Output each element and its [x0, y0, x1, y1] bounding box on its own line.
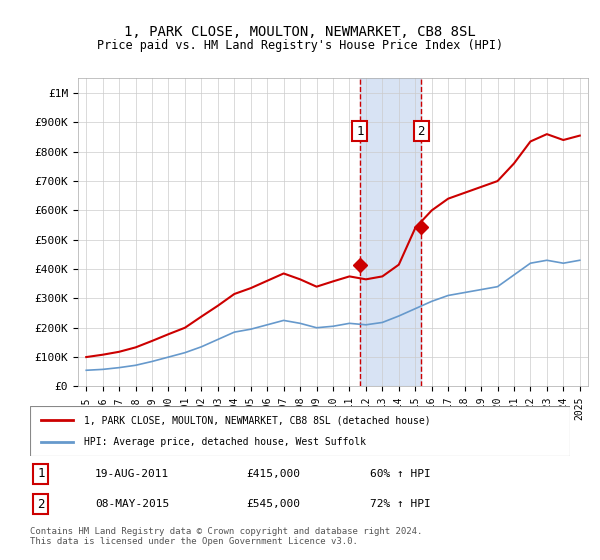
Text: £415,000: £415,000 — [246, 469, 300, 479]
Text: 08-MAY-2015: 08-MAY-2015 — [95, 499, 169, 509]
Text: 2: 2 — [418, 125, 425, 138]
Text: 1: 1 — [37, 468, 44, 480]
Text: Contains HM Land Registry data © Crown copyright and database right 2024.
This d: Contains HM Land Registry data © Crown c… — [30, 526, 422, 546]
FancyBboxPatch shape — [30, 406, 570, 456]
Text: 1, PARK CLOSE, MOULTON, NEWMARKET, CB8 8SL (detached house): 1, PARK CLOSE, MOULTON, NEWMARKET, CB8 8… — [84, 415, 431, 425]
Bar — [360, 78, 421, 386]
Text: 1: 1 — [356, 125, 364, 138]
Text: HPI: Average price, detached house, West Suffolk: HPI: Average price, detached house, West… — [84, 437, 366, 447]
Text: 72% ↑ HPI: 72% ↑ HPI — [370, 499, 431, 509]
Text: 60% ↑ HPI: 60% ↑ HPI — [370, 469, 431, 479]
Text: 2: 2 — [37, 498, 44, 511]
Text: Price paid vs. HM Land Registry's House Price Index (HPI): Price paid vs. HM Land Registry's House … — [97, 39, 503, 52]
Text: £545,000: £545,000 — [246, 499, 300, 509]
Text: 19-AUG-2011: 19-AUG-2011 — [95, 469, 169, 479]
Text: 1, PARK CLOSE, MOULTON, NEWMARKET, CB8 8SL: 1, PARK CLOSE, MOULTON, NEWMARKET, CB8 8… — [124, 25, 476, 39]
